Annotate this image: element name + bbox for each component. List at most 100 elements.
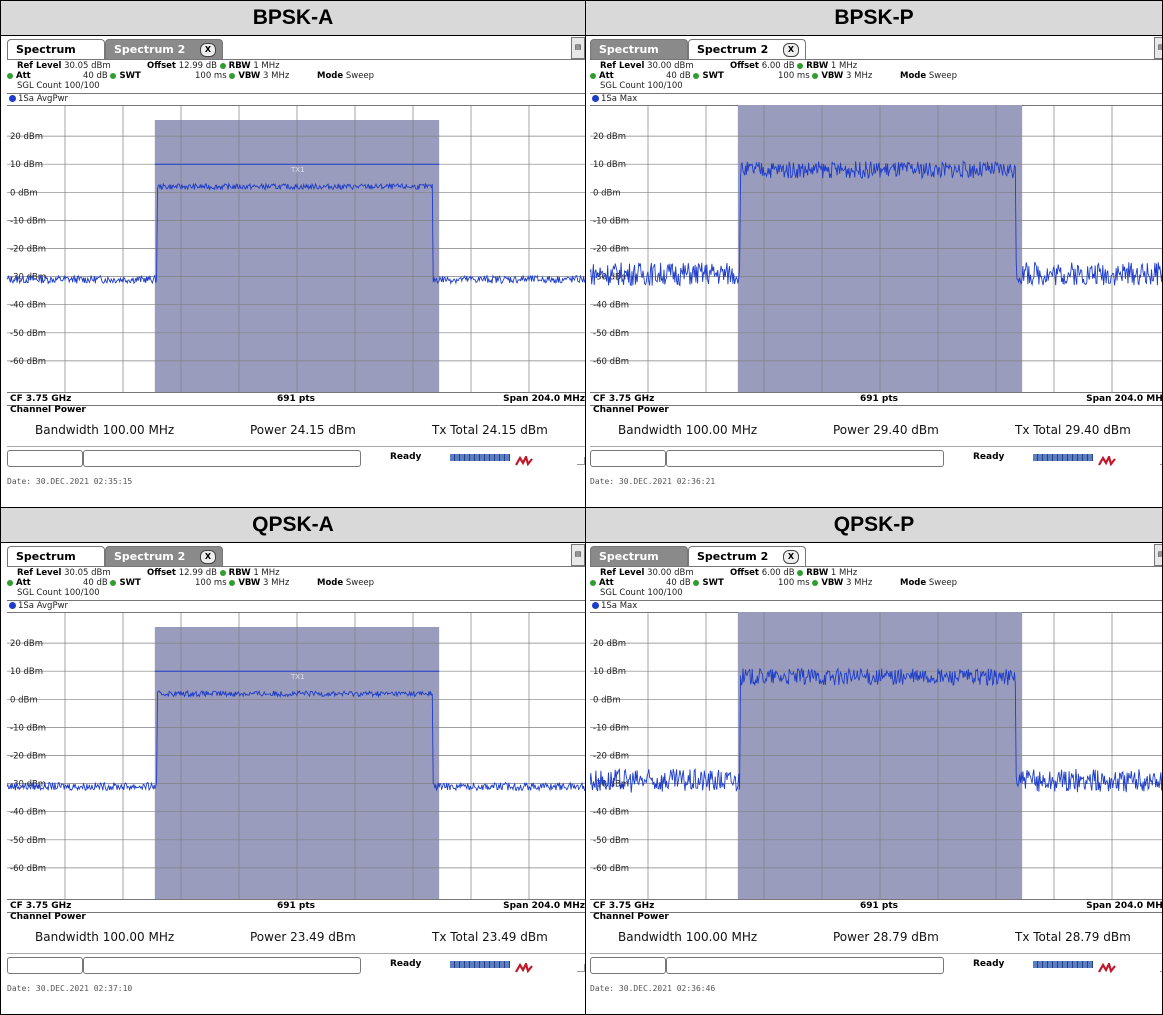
y-tick-label: -20 dBm (593, 752, 629, 762)
tx-total-value: Tx Total 23.49 dBm (432, 930, 548, 944)
channel-power-results: Channel Power Bandwidth 100.00 MHz Power 2… (590, 405, 1162, 445)
close-tab-icon[interactable]: X (200, 550, 216, 564)
remote-status-icon (1098, 451, 1116, 467)
y-tick-label: -20 dBm (10, 752, 46, 762)
tab-spectrum-2-label: Spectrum 2 (114, 43, 186, 56)
center-frequency: CF 3.75 GHz (10, 394, 72, 404)
status-bar: Ready (590, 953, 1162, 974)
trace-marker-icon (592, 95, 599, 102)
panel-qpsk-a: QPSK-A Spectrum Spectrum 2 X ▤ Ref Level 30.0… (0, 507, 586, 1015)
tab-spectrum-2-label: Spectrum 2 (114, 550, 186, 563)
tab-spectrum-label: Spectrum (16, 550, 76, 563)
sgl-count: SGL Count 100/100 (600, 588, 683, 598)
analyzer-window: Spectrum Spectrum 2 X ▤ Ref Level 30.05 dBm O… (7, 544, 585, 997)
tab-bar: Spectrum Spectrum 2 X ▤ (7, 544, 585, 566)
rbw-value: 1 MHz (830, 61, 858, 71)
window-menu-icon[interactable]: ▤ (1154, 37, 1162, 59)
spectrum-plot: 20 dBm 10 dBm 0 dBm -10 dBm -20 dBm -30 dBm -4… (590, 105, 1162, 392)
tab-spectrum[interactable]: Spectrum (590, 546, 688, 566)
vbw-value: 3 MHz (263, 578, 290, 588)
sgl-count: SGL Count 100/100 (17, 588, 100, 598)
panel-title: QPSK-P (586, 508, 1162, 543)
swt-coupled-icon (110, 579, 117, 586)
y-tick-label: -60 dBm (10, 357, 46, 367)
status-field-left[interactable] (590, 450, 666, 467)
spectrum-plot: 20 dBm 10 dBm 0 dBm -10 dBm -20 dBm -30 dBm -4… (7, 105, 585, 392)
remote-status-icon (515, 958, 533, 974)
instrument-settings: Ref Level 30.05 dBm Offset 12.99 dB RBW 1… (7, 566, 585, 601)
trace-label-bar: 1Sa AvgPwr (7, 93, 585, 106)
swt-coupled-icon (693, 72, 700, 79)
sweep-footer: CF 3.75 GHz 691 pts Span 204.0 MHz (7, 899, 585, 913)
status-field-left[interactable] (7, 450, 83, 467)
instrument-settings: Ref Level 30.05 dBm Offset 12.99 dB RBW 1… (7, 59, 585, 94)
tab-spectrum[interactable]: Spectrum (590, 39, 688, 59)
window-menu-icon[interactable]: ▤ (571, 37, 585, 59)
bandwidth-value: Bandwidth 100.00 MHz (618, 423, 758, 437)
power-value: Power 29.40 dBm (833, 423, 939, 437)
tab-spectrum-2[interactable]: Spectrum 2 X (105, 546, 223, 566)
att-value: 40 dB (83, 71, 108, 81)
window-menu-icon[interactable]: ▤ (571, 544, 585, 566)
status-bar: Ready (7, 953, 585, 974)
sweep-progress-bar (450, 961, 510, 968)
channel-power-title: Channel Power (593, 405, 669, 415)
mode-value: Sweep (928, 578, 958, 588)
swt-coupled-icon (693, 579, 700, 586)
tab-spectrum[interactable]: Spectrum (7, 39, 105, 59)
close-tab-icon[interactable]: X (783, 550, 799, 564)
mode-value: Sweep (345, 578, 375, 588)
status-field-message[interactable] (666, 450, 944, 467)
offset-value: 12.99 dB (178, 61, 217, 71)
sweep-footer: CF 3.75 GHz 691 pts Span 204.0 MHz (7, 392, 585, 406)
close-tab-icon[interactable]: X (200, 43, 216, 57)
ref-level-value: 30.00 dBm (647, 61, 694, 71)
att-value: 40 dB (666, 71, 691, 81)
resize-grip-icon[interactable] (1160, 457, 1162, 465)
sweep-progress-bar (450, 454, 510, 461)
att-value: 40 dB (666, 578, 691, 588)
tab-spectrum-2[interactable]: Spectrum 2 X (105, 39, 223, 59)
offset-value: 6.00 dB (761, 568, 795, 578)
vbw-coupled-icon (229, 579, 236, 586)
close-tab-icon[interactable]: X (783, 43, 799, 57)
sweep-progress-bar (1033, 454, 1093, 461)
tab-spectrum-2[interactable]: Spectrum 2 X (688, 546, 806, 566)
resize-grip-icon[interactable] (1160, 964, 1162, 972)
mode-value: Sweep (345, 71, 375, 81)
vbw-coupled-icon (812, 579, 819, 586)
capture-date: Date: 30.DEC.2021 02:36:46 (590, 984, 716, 993)
resize-grip-icon[interactable] (577, 457, 585, 465)
vbw-coupled-icon (229, 72, 236, 79)
sweep-points: 691 pts (277, 394, 316, 404)
status-field-message[interactable] (83, 450, 361, 467)
y-tick-label: 10 dBm (593, 667, 626, 677)
y-tick-label: -40 dBm (10, 301, 46, 311)
spectrum-trace (7, 689, 585, 792)
status-field-message[interactable] (83, 957, 361, 974)
status-field-left[interactable] (7, 957, 83, 974)
spectrum-plot: 20 dBm 10 dBm 0 dBm -10 dBm -20 dBm -30 dBm -4… (590, 612, 1162, 899)
instrument-settings: Ref Level 30.00 dBm Offset 6.00 dB RBW 1 … (590, 59, 1162, 94)
capture-date: Date: 30.DEC.2021 02:35:15 (7, 477, 133, 486)
trace-label: 1Sa Max (601, 601, 638, 611)
tab-spectrum[interactable]: Spectrum (7, 546, 105, 566)
rbw-value: 1 MHz (253, 61, 280, 71)
y-tick-label: 20 dBm (593, 639, 626, 649)
att-coupled-icon (590, 72, 596, 79)
tab-spectrum-2[interactable]: Spectrum 2 X (688, 39, 806, 59)
tab-spectrum-label: Spectrum (16, 43, 76, 56)
y-tick-label: 10 dBm (10, 160, 43, 170)
analyzer-window: Spectrum Spectrum 2 X ▤ Ref Level 30.05 dBm O… (7, 37, 585, 490)
analyzer-window: Spectrum Spectrum 2 X ▤Ref Level 30.00 dBmO… (590, 544, 1162, 997)
window-menu-icon[interactable]: ▤ (1154, 544, 1162, 566)
panel-title: BPSK-A (1, 1, 585, 36)
status-field-left[interactable] (590, 957, 666, 974)
resize-grip-icon[interactable] (577, 964, 585, 972)
frequency-span: Span 204.0 MHz (1086, 394, 1163, 404)
y-tick-label: -40 dBm (593, 808, 629, 818)
status-field-message[interactable] (666, 957, 944, 974)
rbw-value: 1 MHz (253, 568, 280, 578)
tx-total-value: Tx Total 29.40 dBm (1015, 423, 1131, 437)
y-tick-label: -30 dBm (593, 780, 629, 790)
